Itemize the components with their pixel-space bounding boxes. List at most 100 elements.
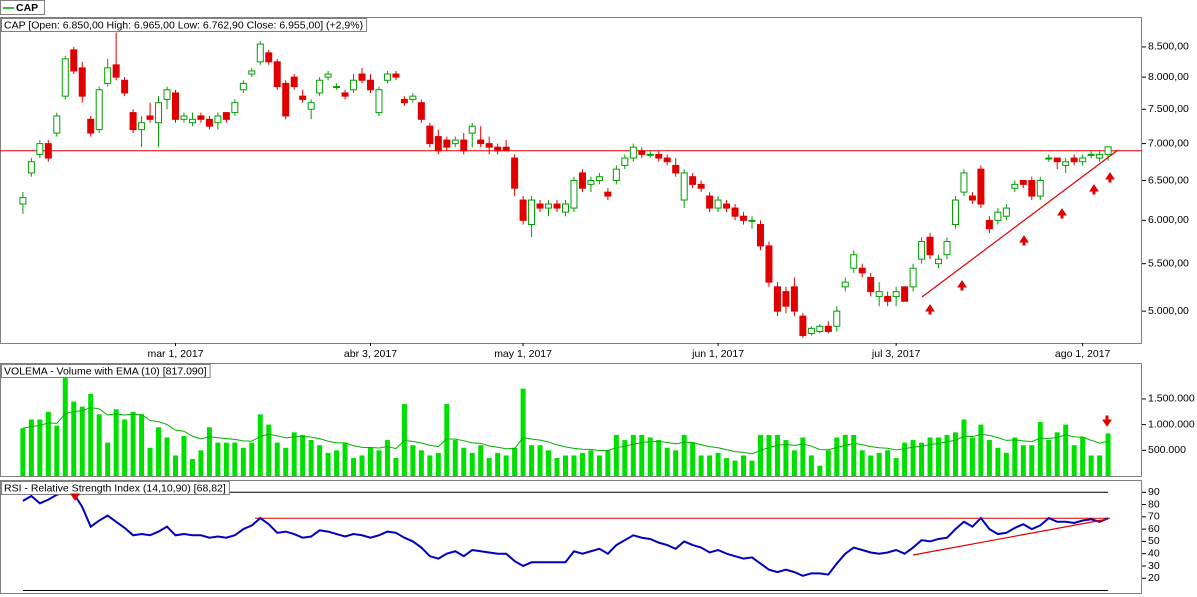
candle-body (528, 199, 536, 226)
volume-bar (164, 437, 170, 476)
y-tick-label: 1.000.000 (1148, 418, 1195, 430)
candle-body (841, 281, 849, 288)
volume-bar (274, 442, 280, 476)
y-tick-label: 90 (1148, 486, 1160, 498)
trend-line (912, 518, 1109, 556)
volume-bar (732, 460, 738, 476)
volume-bar (486, 458, 492, 476)
volume-bar (724, 458, 730, 476)
candle-body (638, 150, 646, 155)
volume-bar (936, 437, 942, 476)
candle-body (1079, 157, 1087, 163)
volume-bar (783, 440, 789, 476)
volume-bar (317, 445, 323, 476)
volume-bar (537, 445, 543, 476)
candle-body (104, 67, 112, 84)
arrow (957, 280, 967, 291)
volume-bar (825, 450, 831, 476)
volume-bar (54, 425, 60, 476)
y-tick-label: 60 (1148, 523, 1160, 535)
candle-body (299, 95, 307, 100)
candle-body (994, 211, 1002, 221)
candle-body (146, 115, 154, 120)
volume-bar (605, 450, 611, 476)
volume-bar (613, 434, 619, 476)
volume-bar (791, 450, 797, 476)
candle-body (502, 146, 510, 152)
title-box (1, 18, 368, 32)
candle-body (197, 115, 205, 120)
volume-bar (266, 424, 272, 476)
title-box (1, 364, 211, 378)
candle-body (19, 197, 27, 205)
volume-bar (664, 447, 670, 476)
candle-body (612, 168, 620, 182)
candle-body (951, 199, 959, 226)
candle-body (943, 241, 951, 256)
candle-body (1104, 146, 1112, 155)
volume-bar (189, 459, 195, 476)
candle-body (155, 102, 163, 124)
volume-bar (1020, 445, 1026, 476)
volume-bar (995, 447, 1001, 476)
volume-bar (910, 440, 916, 476)
volume-bar (961, 419, 967, 476)
candle-body (290, 76, 298, 88)
candle-body (87, 118, 95, 134)
volume-bar (351, 458, 357, 476)
y-tick-label: 70 (1148, 511, 1160, 523)
y-tick-label: 6.500,00 (1148, 174, 1189, 186)
volume-bar (96, 414, 102, 476)
volume-bar (859, 450, 865, 476)
volume-bar (376, 450, 382, 476)
candle-body (205, 118, 213, 127)
volume-bar (469, 452, 475, 476)
candle-body (451, 139, 459, 145)
volume-bar (1046, 440, 1052, 476)
volume-bar (113, 409, 119, 476)
candle-body (358, 73, 366, 81)
candle-body (1070, 157, 1078, 163)
volume-bar (435, 452, 441, 476)
candle-body (273, 61, 281, 88)
candle-body (663, 157, 671, 163)
volume-bar (478, 445, 484, 476)
volume-bar (367, 447, 373, 476)
volume-bar (893, 458, 899, 476)
candle-body (935, 258, 943, 265)
candle-body (163, 89, 171, 100)
candle-body (129, 112, 137, 131)
candle-body (1028, 180, 1036, 197)
volume-bar (800, 437, 806, 476)
candle-body (222, 112, 230, 120)
volume-bar (969, 437, 975, 476)
candle-body (545, 203, 553, 209)
volume-bar (249, 442, 255, 476)
volume-bar (639, 434, 645, 476)
x-tick-label: may 1, 2017 (494, 348, 552, 360)
candle-body (621, 157, 629, 166)
candle-body (78, 67, 86, 97)
candle-body (1053, 157, 1061, 163)
volume-bar (139, 414, 145, 476)
candle-body (824, 325, 832, 332)
candle-body (731, 207, 739, 217)
volume-bar (902, 442, 908, 476)
candle-body (782, 291, 790, 307)
volume-bar (122, 419, 128, 476)
y-tick-label: 5.000,00 (1148, 305, 1189, 317)
candle-body (807, 327, 815, 335)
candle-body (392, 73, 400, 78)
panel: 500.000 1.000.000 1.500.000 VOLEMA - Volume… (0, 363, 1195, 477)
volume-bar (1097, 455, 1103, 476)
candle-body (646, 153, 654, 156)
candle-body (138, 122, 146, 131)
volume-bar (291, 432, 297, 476)
panel: 5.000,00 5.500,00 6.000,00 6.500,00 7.000,00… (0, 17, 1189, 360)
volume-bar (681, 434, 687, 476)
candle-body (256, 43, 264, 63)
volume-bar (359, 455, 365, 476)
candle-body (680, 172, 688, 201)
